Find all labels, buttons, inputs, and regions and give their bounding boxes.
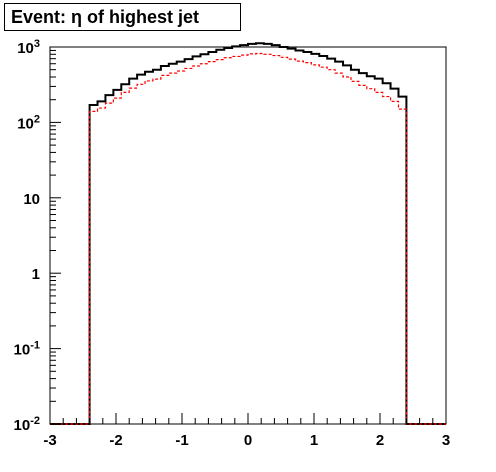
y-tick-label: 1: [32, 266, 40, 283]
x-tick-label: -1: [175, 432, 188, 449]
y-tick-label: 10-2: [14, 415, 40, 434]
x-tick-label: 2: [376, 432, 384, 449]
x-tick-label: -3: [43, 432, 56, 449]
x-tick-label: 1: [310, 432, 318, 449]
histogram-series-black: [50, 42, 446, 425]
y-tick-label: 10-1: [14, 340, 40, 359]
y-tick-label: 10: [23, 191, 40, 208]
y-tick-label: 103: [17, 38, 40, 57]
x-tick-label: -2: [109, 432, 122, 449]
chart-title: Event: η of highest jet: [4, 3, 241, 31]
x-tick-label: 3: [442, 432, 450, 449]
x-tick-label: 0: [244, 432, 252, 449]
histogram-series-red-dashed: [50, 52, 446, 425]
y-tick-label: 102: [17, 113, 40, 132]
